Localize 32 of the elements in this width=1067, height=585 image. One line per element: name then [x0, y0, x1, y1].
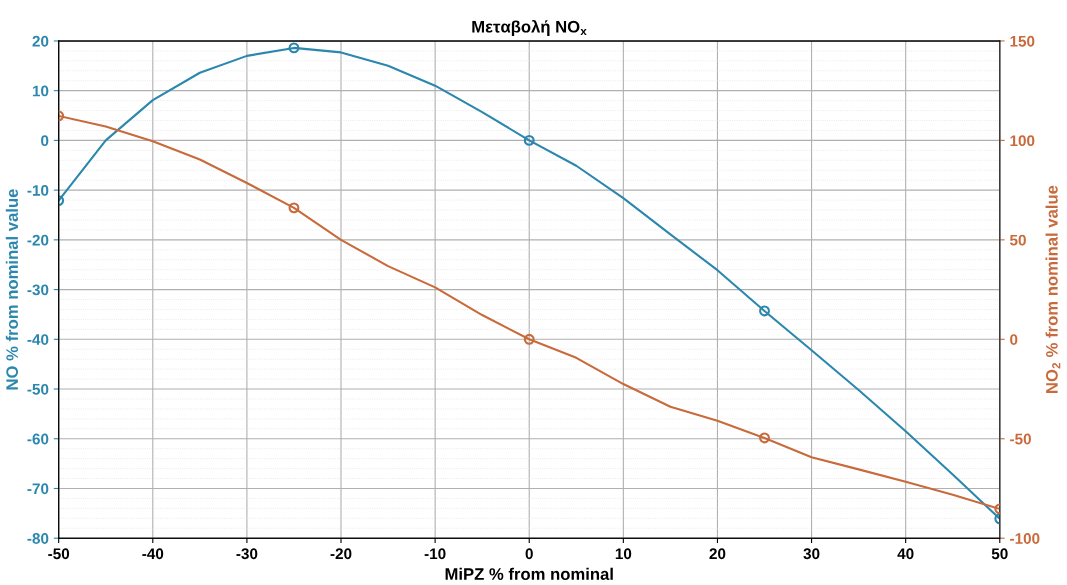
x-tick-label: -50: [48, 548, 70, 560]
x-tick-label: 30: [803, 548, 820, 560]
y-tick-label: -30: [27, 284, 49, 296]
y2-tick-label: 50: [1009, 234, 1026, 246]
y-tick-label: -50: [27, 383, 49, 395]
y2-tick-label: -100: [1010, 533, 1040, 544]
x-tick-label: -10: [424, 548, 446, 560]
y2-tick-label: 150: [1010, 35, 1035, 47]
y2-tick-label: -50: [1010, 433, 1031, 445]
y-tick-label: 0: [41, 135, 49, 147]
x-axis-title: MiPZ % from nominal: [445, 567, 613, 580]
y-tick-label: 20: [32, 35, 49, 47]
x-tick-label: 20: [709, 548, 726, 560]
y2-tick-label: 100: [1010, 135, 1035, 147]
x-tick-label: -30: [236, 548, 258, 560]
x-tick-label: 0: [525, 548, 533, 560]
y2-tick-label: 0: [1010, 334, 1018, 345]
x-tick-label: 10: [615, 548, 632, 560]
y-tick-label: -20: [27, 234, 49, 246]
y-tick-label: -10: [27, 184, 49, 196]
x-tick-label: 40: [897, 548, 914, 560]
y-tick-label: -60: [27, 433, 49, 445]
y2-axis-title: NO$_{2}$ % from nominal value: [1045, 185, 1061, 393]
x-tick-label: -40: [142, 548, 164, 560]
y-axis-title: NO % from nominal value: [5, 189, 19, 390]
y-tick-label: -40: [27, 334, 49, 345]
y-tick-label: 10: [32, 85, 49, 97]
x-tick-label: -20: [330, 548, 352, 560]
x-tick-label: 50: [991, 548, 1008, 560]
chart-title: Μεταβολή NO$_{x}$: [472, 19, 587, 36]
y-tick-label: -70: [27, 483, 49, 495]
y-tick-label: -80: [27, 533, 49, 544]
